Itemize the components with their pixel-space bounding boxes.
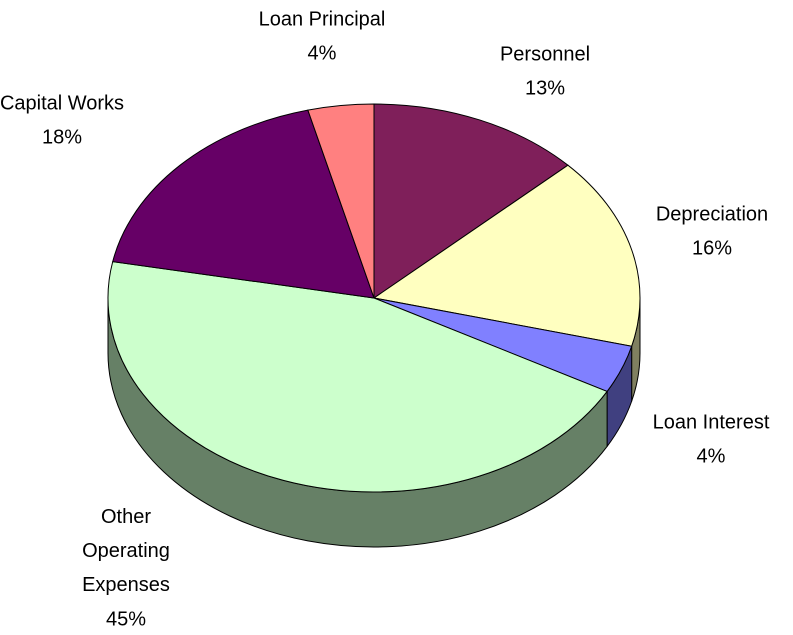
category-label: Loan Principal: [259, 8, 386, 30]
value-label: 4%: [697, 445, 726, 467]
category-label: Depreciation: [656, 203, 768, 225]
pie-slice: [107, 261, 608, 493]
pie-slice: [373, 164, 641, 347]
value-label: 4%: [308, 42, 337, 64]
category-label: Personnel: [500, 43, 590, 65]
category-label: Loan Interest: [653, 411, 770, 433]
pie-slice: [373, 103, 569, 299]
category-label: Other Operating Expenses: [82, 506, 170, 596]
value-label: 13%: [525, 77, 565, 99]
value-label: 45%: [106, 608, 146, 630]
value-label: 18%: [42, 126, 82, 148]
pie-slice: [112, 109, 375, 299]
value-label: 16%: [692, 237, 732, 259]
category-label: Capital Works: [0, 92, 124, 114]
pie-slice: [307, 103, 375, 299]
